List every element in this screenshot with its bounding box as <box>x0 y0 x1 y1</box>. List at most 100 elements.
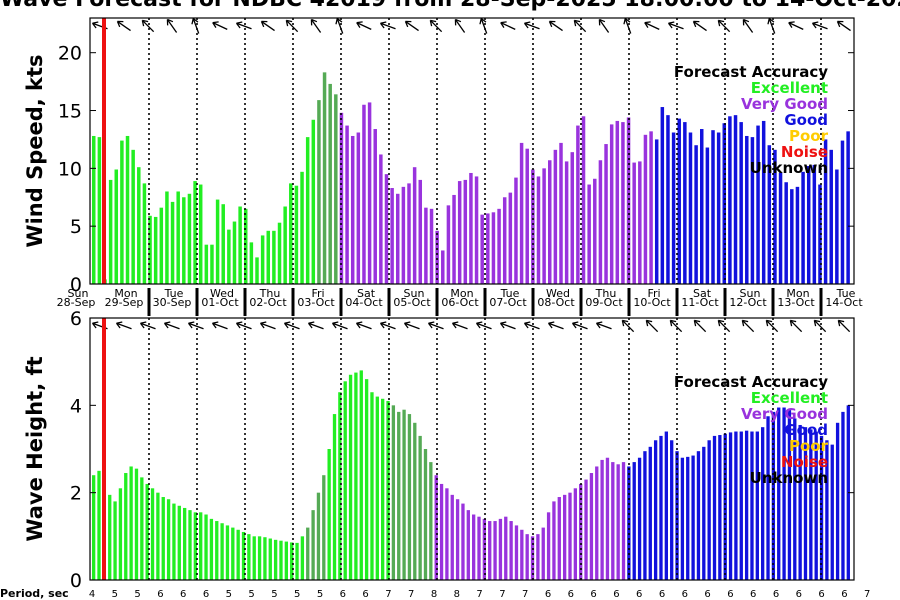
data-bar <box>472 514 476 580</box>
data-bar <box>238 206 242 284</box>
data-bar <box>423 449 428 580</box>
arrow-icon <box>479 17 488 34</box>
day-separator <box>483 288 487 316</box>
data-bar <box>664 431 668 580</box>
arrow-icon <box>91 21 108 30</box>
data-bar <box>615 120 620 285</box>
data-bar <box>609 124 614 285</box>
data-bar <box>782 407 786 580</box>
data-bar <box>227 229 231 284</box>
y-tick-label: 2 <box>70 483 82 505</box>
data-bar <box>322 72 327 284</box>
period-label: 5 <box>248 589 254 600</box>
arrow-icon <box>115 321 132 330</box>
legend-title: Forecast Accuracy <box>674 373 828 391</box>
arrow-icon <box>717 319 731 333</box>
data-bar <box>153 216 158 284</box>
date-label: 05-Oct <box>393 296 431 309</box>
data-bar <box>595 466 599 580</box>
arrow-icon <box>573 19 587 33</box>
arrow-icon <box>837 319 851 333</box>
data-bar <box>161 497 165 580</box>
data-bar <box>677 118 681 285</box>
data-bar <box>477 516 481 580</box>
data-bar <box>638 161 642 284</box>
arrow-icon <box>571 321 588 330</box>
data-bar <box>508 192 513 284</box>
day-separator <box>675 288 679 316</box>
date-label: 08-Oct <box>537 296 575 309</box>
arrow-icon <box>404 20 419 32</box>
data-bar <box>777 407 781 580</box>
data-bar <box>390 188 394 284</box>
data-bar <box>793 418 797 580</box>
arrow-icon <box>595 321 612 330</box>
data-bar <box>263 537 267 580</box>
data-bar <box>514 177 518 284</box>
data-bar <box>670 440 674 580</box>
arrow-icon <box>693 319 707 333</box>
data-bar <box>683 122 687 284</box>
period-labels: 4 5 5 6 6 6 5 5 5 5 5 6 6 7 7 8 8 7 7 7 6 6 6 6 6 6 6 6 6 6 6 6 6 6 7 <box>89 589 871 600</box>
data-bar <box>841 411 845 580</box>
data-bar <box>300 171 304 284</box>
y-tick-label: 0 <box>70 274 82 296</box>
data-bar <box>140 477 144 580</box>
data-bar <box>311 119 316 285</box>
y-tick-label: 4 <box>70 395 82 417</box>
y-tick-label: 0 <box>70 570 82 592</box>
data-bar <box>244 208 248 284</box>
legend-item: Poor <box>789 127 829 145</box>
period-label: 4 <box>89 589 95 600</box>
arrow-icon <box>499 321 516 330</box>
wave-height-panel: 0 2 4 6 Wave Height, ft Forecast AccuracyEx… <box>0 308 870 600</box>
arrow-icon <box>454 18 466 33</box>
data-bar <box>819 435 824 580</box>
arrow-icon <box>598 18 610 33</box>
data-bar <box>616 464 620 580</box>
data-bar <box>232 221 237 284</box>
data-bar <box>193 512 198 580</box>
data-bar <box>584 479 588 580</box>
data-bar <box>272 230 276 284</box>
period-label: 5 <box>317 589 323 600</box>
data-bar <box>362 104 366 285</box>
data-bar <box>750 137 755 284</box>
data-bar <box>290 542 294 580</box>
data-bar <box>548 160 552 284</box>
data-bar <box>502 197 507 284</box>
data-bar <box>199 512 203 580</box>
data-bar <box>166 499 171 580</box>
period-label: 6 <box>180 589 186 600</box>
arrow-icon <box>91 321 108 330</box>
data-bar <box>412 167 417 284</box>
day-label: Wed <box>546 287 570 300</box>
data-bar <box>375 396 379 580</box>
wind-day-dividers <box>102 18 822 284</box>
day-separator <box>819 288 823 316</box>
data-bar <box>356 132 361 284</box>
data-bar <box>745 135 749 284</box>
data-bar <box>562 494 567 580</box>
data-bar <box>771 411 776 580</box>
data-bar <box>452 194 456 284</box>
data-bar <box>241 531 246 580</box>
data-bar <box>632 462 636 580</box>
data-bar <box>611 462 615 580</box>
data-bar <box>643 134 648 284</box>
data-bar <box>284 541 288 580</box>
day-date-strip: Sun28-SepMon29-SepTue30-SepWed01-OctThu0… <box>57 287 863 316</box>
data-bar <box>316 492 321 580</box>
data-bar <box>327 449 331 580</box>
data-bar <box>137 167 141 284</box>
data-bar <box>209 518 214 580</box>
day-label: Sun <box>404 287 425 300</box>
legend-item: Excellent <box>751 79 828 97</box>
data-bar <box>688 132 693 284</box>
arrow-icon <box>310 18 322 33</box>
data-bar <box>542 168 546 284</box>
day-label: Sun <box>740 287 761 300</box>
data-bar <box>750 431 754 580</box>
data-bar <box>520 529 524 580</box>
data-bar <box>700 129 704 284</box>
